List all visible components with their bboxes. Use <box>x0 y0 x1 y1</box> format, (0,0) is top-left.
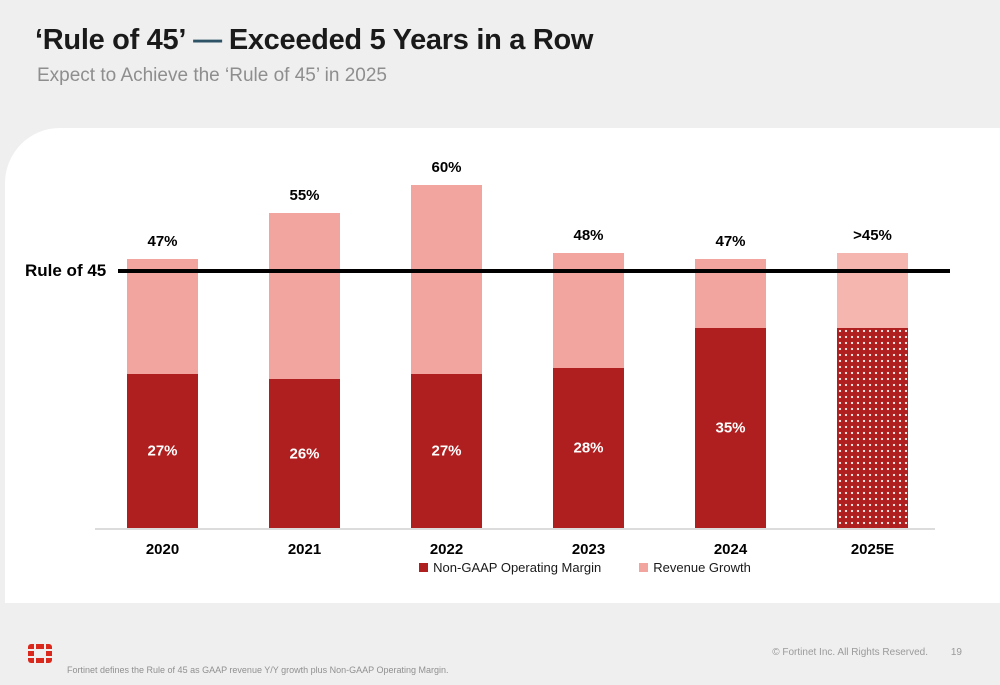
page-number: 19 <box>950 647 962 658</box>
operating-margin-segment: 28% <box>553 367 624 528</box>
logo-cell-empty <box>36 651 44 656</box>
segment-label: 27% <box>147 442 178 460</box>
segment-label: 28% <box>573 439 604 457</box>
revenue-growth-segment <box>411 184 482 374</box>
bar-group-2022: 27% 60% 2022 <box>411 159 482 558</box>
logo-cell <box>46 658 52 663</box>
page-subtitle: Expect to Achieve the ‘Rule of 45’ in 20… <box>37 65 387 86</box>
bar-group-2023: 28% 48% 2023 <box>553 227 624 558</box>
operating-margin-segment: 26% <box>269 379 340 528</box>
x-axis-tick-label: 2020 <box>145 541 180 558</box>
total-label: 47% <box>147 233 178 251</box>
legend-swatch <box>639 563 649 572</box>
chart-legend: Non-GAAP Operating Margin Revenue Growth <box>95 560 1000 575</box>
revenue-growth-segment <box>269 213 340 380</box>
fortinet-logo <box>28 644 52 664</box>
logo-cell <box>28 658 34 663</box>
x-axis-tick-label: 2021 <box>287 541 322 558</box>
legend-label: Revenue Growth <box>653 560 751 575</box>
x-axis-line <box>95 528 935 530</box>
total-label: 48% <box>573 227 604 245</box>
segment-label: 26% <box>289 445 320 463</box>
legend-swatch <box>419 563 429 572</box>
logo-cell <box>36 658 44 663</box>
header: ‘Rule of 45’ — Exceeded 5 Years in a Row E… <box>35 24 593 87</box>
x-axis-tick-label: 2024 <box>713 541 748 558</box>
total-label: 55% <box>289 187 320 205</box>
title-prefix: ‘Rule of 45’ <box>35 24 187 56</box>
rule-of-45-line <box>118 268 950 273</box>
legend-label: Non-GAAP Operating Margin <box>433 560 602 575</box>
operating-margin-segment <box>837 327 908 528</box>
total-label: 60% <box>431 158 462 176</box>
revenue-growth-segment <box>127 259 198 374</box>
bar-group-2025e: >45% 2025E <box>837 227 908 558</box>
logo-cell <box>36 644 44 649</box>
logo-cell <box>28 651 34 656</box>
stacked-bar-chart: Rule of 45 27% 47% 2020 26% 55% 2021 27% 60% 202… <box>5 128 1000 603</box>
title-dash: — <box>193 24 222 56</box>
copyright: © Fortinet Inc. All Rights Reserved. <box>772 647 928 658</box>
footnote: Fortinet defines the Rule of 45 as GAAP … <box>67 665 449 675</box>
logo-cell <box>46 644 52 649</box>
x-axis-tick-label: 2023 <box>571 541 606 558</box>
bar-group-2020: 27% 47% 2020 <box>127 233 198 558</box>
x-axis-tick-label: 2022 <box>429 541 464 558</box>
x-axis-tick-label: 2025E <box>850 541 895 558</box>
operating-margin-segment: 27% <box>411 373 482 528</box>
operating-margin-segment: 27% <box>127 373 198 528</box>
page-title: ‘Rule of 45’ — Exceeded 5 Years in a Row <box>35 24 593 57</box>
legend-item-revenue-growth: Revenue Growth <box>639 560 751 575</box>
operating-margin-segment: 35% <box>695 327 766 528</box>
logo-cell <box>28 644 34 649</box>
bar-group-2021: 26% 55% 2021 <box>269 187 340 558</box>
title-suffix: Exceeded 5 Years in a Row <box>228 24 594 56</box>
legend-item-non-gaap-operating-margin: Non-GAAP Operating Margin <box>419 560 601 575</box>
rule-of-45-label: Rule of 45 <box>25 260 107 280</box>
total-label: 47% <box>715 233 746 251</box>
segment-label: 27% <box>431 442 462 460</box>
chart-card: Rule of 45 27% 47% 2020 26% 55% 2021 27% 60% 202… <box>5 128 1000 603</box>
bar-group-2024: 35% 47% 2024 <box>695 233 766 558</box>
total-label: >45% <box>853 227 892 245</box>
logo-cell <box>46 651 52 656</box>
revenue-growth-segment <box>837 253 908 328</box>
segment-label: 35% <box>715 419 746 437</box>
